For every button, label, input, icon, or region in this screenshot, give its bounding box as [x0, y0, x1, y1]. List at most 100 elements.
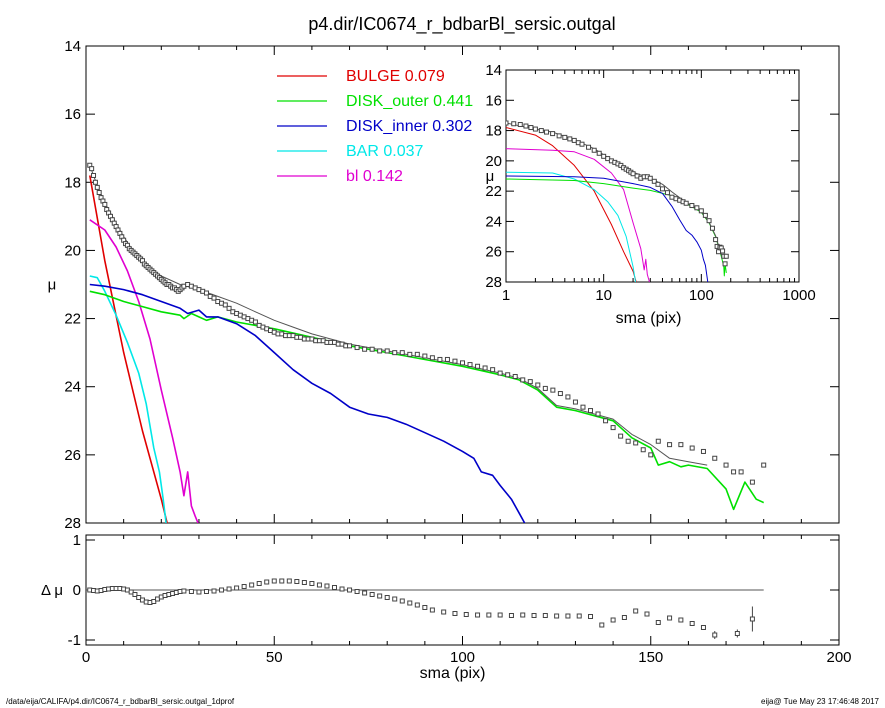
inset-data-point-47	[706, 218, 712, 224]
residual-data-point-70	[565, 613, 571, 619]
main-data-point-62	[226, 305, 232, 311]
main-data-point-114	[497, 370, 503, 376]
residual-data-point-47	[347, 587, 353, 593]
inset-ytick-label-22: 22	[485, 183, 502, 200]
residual-data-point-26	[188, 589, 194, 594]
residual-data-point-80	[678, 617, 684, 623]
main-data-point-124	[572, 399, 578, 405]
inset-data-point-34	[651, 178, 657, 184]
residual-ylabel: Δ μ	[41, 582, 63, 599]
residual-data-point-53	[392, 596, 398, 602]
inset-data-point-1	[511, 121, 517, 127]
inset-data-point-45	[698, 208, 704, 214]
residual-data-point-31	[226, 586, 232, 592]
main-panel: 14 16 18 20 22 24 26 28 μ	[48, 38, 840, 532]
residual-data-point-36	[264, 579, 270, 585]
residual-data-point-50	[369, 592, 375, 597]
residual-data-point-69	[554, 613, 560, 619]
legend-label-BULGE: BULGE 0.079	[346, 68, 445, 85]
main-data-point-100	[392, 350, 398, 356]
residual-data-point-61	[463, 612, 469, 617]
main-data-point-3	[92, 179, 98, 185]
residual-data-point-71	[576, 613, 582, 619]
residual-data-point-68	[542, 613, 548, 618]
inset-ytick-label-28: 28	[485, 274, 502, 291]
residual-data-point-33	[241, 584, 247, 589]
main-data-point-131	[625, 438, 631, 444]
inset-data-point-14	[579, 141, 585, 147]
residual-data-point-32	[234, 585, 240, 591]
main-data-point-97	[369, 346, 375, 352]
main-data-point-61	[222, 302, 228, 308]
main-data-point-115	[505, 372, 511, 378]
residual-data-point-25	[181, 588, 187, 594]
main-data-point-132	[633, 440, 639, 446]
main-data-point-58	[211, 295, 217, 301]
footer-timestamp: eija@ Tue May 23 17:46:48 2017	[761, 697, 879, 706]
residual-xtick-label-100: 100	[450, 649, 475, 666]
inset-data-point-15	[586, 144, 592, 150]
main-data-point-141	[723, 462, 729, 468]
residual-data-point-79	[667, 615, 673, 621]
main-data-point-119	[535, 382, 541, 388]
main-data-point-111	[475, 363, 481, 369]
chart-title: p4.dir/IC0674_r_bdbarBl_sersic.outgal	[308, 14, 615, 35]
inset-data-point-6	[538, 128, 544, 134]
residual-data-point-73	[599, 622, 605, 628]
residual-data-point-43	[316, 582, 322, 588]
inset-panel: 1 10 100 1000 14 16 18 20 22 24 26 28 μ sma (pix)	[485, 62, 815, 327]
main-data-point-122	[557, 391, 563, 397]
main-data-point-107	[444, 356, 450, 362]
main-ytick-label-16: 16	[64, 106, 81, 123]
residual-data-point-59	[441, 609, 447, 615]
main-data-point-130	[618, 433, 624, 439]
residual-data-point-54	[399, 598, 405, 604]
main-data-point-117	[520, 377, 526, 383]
legend: BULGE 0.079 DISK_outer 0.441 DISK_inner 0.…	[277, 68, 473, 185]
residual-xlabel: sma (pix)	[420, 665, 486, 682]
inset-data-point-36	[659, 186, 665, 192]
residual-data-point-67	[531, 613, 537, 618]
residual-data-point-42	[309, 581, 315, 586]
residual-data-point-39	[286, 578, 292, 584]
main-ytick-label-28: 28	[64, 515, 81, 532]
residual-ytick-label--1: -1	[68, 632, 81, 649]
residual-data-point-74	[610, 617, 616, 623]
main-data-point-135	[655, 438, 661, 444]
inset-data-point-10	[562, 134, 568, 140]
inset-data-point-17	[596, 150, 602, 156]
main-data-point-4	[94, 184, 100, 190]
main-data-point-96	[362, 346, 368, 352]
residual-data-point-82	[700, 625, 706, 630]
main-data-point-120	[542, 385, 548, 391]
main-data-point-136	[667, 442, 673, 448]
residual-data-point-84	[734, 631, 740, 636]
residual-data-point-63	[486, 612, 492, 618]
residual-data-point-76	[633, 608, 639, 614]
main-data-point-108	[452, 358, 458, 364]
residual-data-point-64	[497, 612, 503, 618]
residual-data-point-28	[203, 589, 209, 594]
inset-data-point-48	[709, 225, 715, 231]
residual-data-point-78	[655, 620, 661, 625]
inset-data-point-37	[664, 190, 670, 196]
inset-xlabel: sma (pix)	[616, 310, 682, 327]
main-data-point-110	[467, 362, 473, 368]
residual-data-point-75	[621, 615, 627, 620]
residual-data-point-66	[520, 612, 526, 618]
inset-data-point-12	[571, 137, 577, 143]
main-data-point-145	[761, 462, 767, 468]
residual-ytick-label-0: 0	[73, 582, 81, 599]
main-data-point-126	[588, 408, 594, 414]
inset-xtick-label-1000: 1000	[782, 287, 815, 304]
inset-data-point-49	[713, 237, 719, 243]
footer-path: /data/eija/CALIFA/p4.dir/IC0674_r_bdbarB…	[6, 697, 235, 706]
residual-data-point-81	[689, 621, 695, 626]
residual-xtick-label-200: 200	[826, 649, 851, 666]
main-ytick-label-18: 18	[64, 174, 81, 191]
residual-data-point-65	[508, 613, 514, 618]
main-data-point-95	[354, 345, 360, 351]
main-data-point-102	[407, 351, 413, 357]
